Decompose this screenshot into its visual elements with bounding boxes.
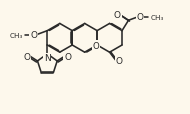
Text: O: O (93, 41, 99, 50)
Text: CH₃: CH₃ (151, 15, 164, 21)
Text: N: N (44, 54, 51, 63)
Text: O: O (64, 52, 71, 61)
Text: O: O (30, 31, 37, 40)
Text: O: O (136, 13, 143, 22)
Text: O: O (114, 10, 121, 19)
Text: CH₃: CH₃ (10, 32, 23, 38)
Text: O: O (115, 56, 122, 65)
Text: O: O (24, 52, 31, 61)
